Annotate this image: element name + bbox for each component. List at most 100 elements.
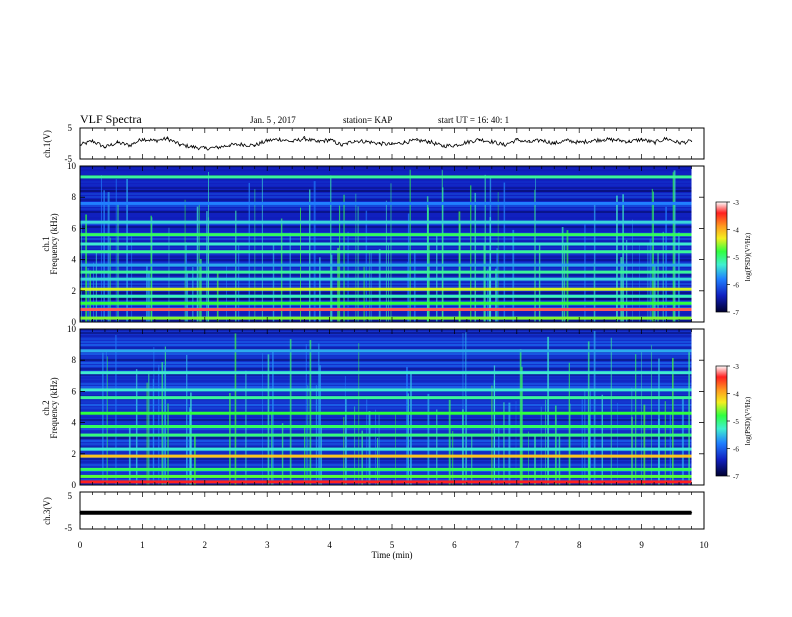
spec2-impulse: [190, 392, 192, 485]
spec2-ytick-label: 4: [72, 418, 77, 428]
spec2-impulse: [462, 409, 464, 485]
spec2-texture-row: [80, 416, 692, 418]
spec2-texture-row: [80, 395, 692, 397]
spec1-band: [80, 316, 692, 320]
spec1-ytick-label: 0: [72, 317, 77, 327]
spec2-texture-row: [80, 341, 692, 343]
spec1-impulse: [654, 264, 656, 322]
spec2-texture-row: [80, 374, 692, 376]
cb1-ticks-label: -7: [733, 309, 739, 317]
colorbar-ch2-gradient: [715, 365, 728, 477]
ch1-wave-point: [578, 141, 580, 144]
ch3-ytick-top: 5: [68, 491, 73, 501]
spec1-texture-row: [80, 196, 692, 198]
spec2-impulse: [593, 331, 596, 485]
spec2-impulse: [643, 404, 646, 485]
ch1-waveform-frame: [79, 127, 705, 160]
spec2-band: [80, 454, 692, 458]
spec1-impulse: [639, 245, 640, 322]
colorbar-ch1-gradient: [715, 201, 728, 313]
x-tick-label: 9: [639, 540, 644, 550]
spec2-impulse: [448, 399, 451, 485]
spec1-texture-row: [80, 247, 692, 249]
spec2-impulse: [153, 347, 155, 485]
spec2-texture-row: [80, 353, 692, 355]
ch3-ytick-bottom: -5: [65, 523, 73, 533]
start-time-label: start UT = 16: 40: 1: [438, 115, 509, 125]
spec1-impulse: [107, 192, 110, 322]
spec1-texture-row: [80, 256, 692, 258]
spec2-texture-row: [80, 437, 692, 439]
spec1-impulse: [388, 245, 389, 322]
spec2-texture-row: [80, 368, 692, 370]
spec1-impulse: [626, 239, 628, 322]
cb1-ticks-label: -3: [733, 199, 739, 207]
spec1-texture-row: [80, 268, 692, 270]
spec2-band: [80, 433, 692, 437]
ch1-spectrogram-panel: 10 8 6 4 2 0 ch.1 Frequency (kHz): [41, 161, 705, 327]
spec2-impulse: [366, 399, 368, 485]
x-tick-label: 6: [452, 540, 457, 550]
spec2-impulse: [545, 399, 546, 485]
spec2-impulse: [590, 390, 591, 485]
colorbar-ch1: -3 -4 -5 -6 -7 log(PSD)(V²/Hz): [715, 199, 752, 317]
spec2-impulse: [152, 378, 155, 485]
spec1-texture-row: [80, 178, 692, 180]
time-axis-ticks: [79, 128, 705, 529]
spec1-impulse: [535, 178, 536, 322]
spec1-texture-row: [80, 193, 692, 195]
spec1-blank: [691, 166, 704, 322]
spec2-impulse: [436, 409, 438, 485]
spec1-impulse: [238, 243, 240, 322]
spec1-impulse: [150, 215, 152, 322]
spec2-texture-row: [80, 404, 692, 406]
spec1-impulse: [226, 265, 227, 322]
spec2-impulse: [635, 354, 637, 485]
spec2-band: [80, 480, 692, 484]
spec2-impulse: [688, 349, 690, 485]
spec1-impulse: [428, 244, 430, 322]
spec2-band: [80, 425, 692, 428]
spec1-texture-row: [80, 313, 692, 315]
spec1-impulse: [496, 248, 498, 322]
ch2-spectrogram-ylabel: ch.2: [41, 400, 51, 415]
spec2-impulse: [354, 406, 356, 485]
cb1-ticks-label: -6: [733, 282, 739, 290]
spec1-impulse: [409, 169, 411, 322]
spec2-impulse: [193, 434, 196, 485]
spec1-texture-row: [80, 172, 692, 174]
spec2-texture-row: [80, 344, 692, 346]
spec1-impulse: [488, 266, 491, 322]
spec1-impulse: [337, 247, 339, 322]
x-tick-label: 5: [390, 540, 395, 550]
spec2-texture-row: [80, 347, 692, 349]
spec2-band: [80, 467, 692, 471]
spec2-texture-row: [80, 386, 692, 388]
spec1-impulse: [103, 190, 105, 322]
spec2-impulse: [610, 337, 612, 485]
x-tick-label: 8: [577, 540, 582, 550]
spec1-texture-row: [80, 187, 692, 189]
spec2-band: [80, 371, 692, 375]
spec1-ytick-label: 10: [67, 161, 77, 171]
spec2-impulse: [681, 397, 684, 485]
spec2-impulse: [540, 406, 542, 485]
figure-title: VLF Spectra: [80, 112, 142, 126]
spec1-impulse: [651, 188, 653, 322]
ch1-wave-point: [141, 138, 143, 140]
spec2-impulse: [410, 372, 412, 485]
spec2-texture-row: [80, 383, 692, 385]
spec2-impulse: [281, 423, 284, 485]
spec1-impulse: [355, 193, 357, 322]
spec1-texture-row: [80, 214, 692, 216]
spec1-impulse: [385, 200, 387, 322]
spec2-impulse: [105, 351, 107, 485]
spec1-band: [80, 220, 692, 224]
spec1-impulse: [441, 170, 443, 322]
spec1-impulse: [538, 244, 541, 322]
spec2-band: [80, 447, 692, 451]
colorbar-ch2-ticks: -3 -4 -5 -6 -7: [727, 363, 739, 481]
colorbar-ch2-label: log(PSD)(V²/Hz): [744, 396, 752, 445]
spec2-impulse: [229, 393, 231, 485]
spec1-impulse: [593, 204, 596, 322]
